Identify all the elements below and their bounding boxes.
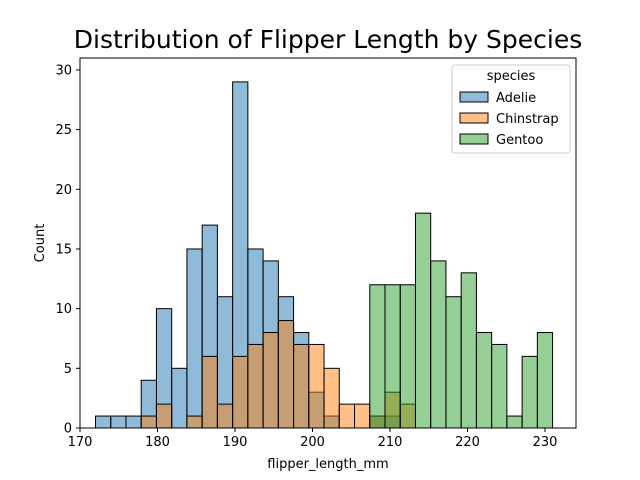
- y-tick-label: 30: [55, 63, 72, 78]
- legend-label-adelie: Adelie: [496, 91, 536, 106]
- legend-label-chinstrap: Chinstrap: [496, 112, 559, 127]
- histogram-bar-chinstrap: [216, 403, 234, 429]
- y-tick-label: 25: [55, 123, 72, 138]
- y-axis-label: Count: [33, 224, 48, 263]
- histogram-bar-chinstrap: [232, 355, 249, 429]
- histogram-bar-gentoo: [536, 332, 554, 429]
- histogram-bar-chinstrap: [155, 403, 173, 429]
- x-axis-label: flipper_length_mm: [267, 457, 388, 472]
- histogram-bar-gentoo: [475, 332, 493, 429]
- histogram-bar-adelie: [125, 415, 142, 429]
- legend-swatch-adelie: [459, 91, 489, 103]
- histogram-bar-gentoo: [414, 212, 432, 429]
- legend-box: [451, 64, 571, 154]
- x-axis: 170 180 190 200 210 220 230: [68, 428, 558, 450]
- legend-swatch-gentoo: [459, 133, 489, 145]
- x-tick-label: 190: [223, 435, 248, 450]
- histogram-bar-gentoo: [430, 260, 447, 429]
- histogram-bar-gentoo: [445, 296, 462, 429]
- y-tick-label: 15: [55, 242, 72, 257]
- histogram-bar-chinstrap: [186, 415, 203, 429]
- histogram-bar-gentoo: [491, 343, 508, 429]
- histogram-bar-gentoo: [399, 284, 416, 429]
- histogram-bar-gentoo: [369, 284, 386, 429]
- y-tick-label: 10: [55, 302, 72, 317]
- x-tick-label: 170: [68, 435, 93, 450]
- histogram-bar-chinstrap: [338, 403, 356, 429]
- plot-frame: [79, 57, 577, 429]
- legend: species Adelie Chinstrap Gentoo: [451, 64, 571, 154]
- histogram-bar-chinstrap: [262, 332, 279, 429]
- histogram-bar-chinstrap: [201, 355, 218, 429]
- histogram-bar-chinstrap: [247, 343, 264, 429]
- histogram-bar-adelie: [186, 248, 203, 429]
- y-tick-label: 20: [55, 183, 72, 198]
- histogram-bar-chinstrap: [308, 343, 325, 429]
- legend-title: species: [487, 69, 536, 84]
- legend-label-gentoo: Gentoo: [496, 133, 543, 148]
- histogram-bar-gentoo: [460, 272, 477, 429]
- y-axis: 0 5 10 15 20 25 30: [55, 63, 80, 437]
- x-tick-label: 210: [378, 435, 403, 450]
- histogram-bar-gentoo: [384, 284, 401, 429]
- histogram-bar-adelie: [171, 367, 188, 429]
- x-tick-label: 180: [145, 435, 170, 450]
- chart-title: Distribution of Flipper Length by Specie…: [74, 25, 582, 54]
- histogram-bar-chinstrap: [323, 367, 340, 429]
- legend-swatch-chinstrap: [459, 112, 489, 124]
- plot-area: [79, 57, 577, 429]
- x-tick-label: 220: [455, 435, 480, 450]
- histogram-bar-chinstrap: [293, 343, 310, 429]
- y-tick-label: 0: [64, 422, 72, 437]
- x-tick-label: 230: [533, 435, 558, 450]
- histogram-bar-chinstrap: [354, 403, 371, 429]
- histogram-bar-gentoo: [506, 415, 523, 429]
- histogram-bar-chinstrap: [277, 320, 295, 429]
- histogram-bar-adelie: [110, 415, 127, 429]
- histogram-bar-gentoo: [521, 355, 538, 429]
- histogram-bar-adelie: [95, 415, 112, 429]
- x-tick-label: 200: [300, 435, 325, 450]
- histogram-bar-chinstrap: [140, 415, 157, 429]
- y-tick-label: 5: [64, 362, 72, 377]
